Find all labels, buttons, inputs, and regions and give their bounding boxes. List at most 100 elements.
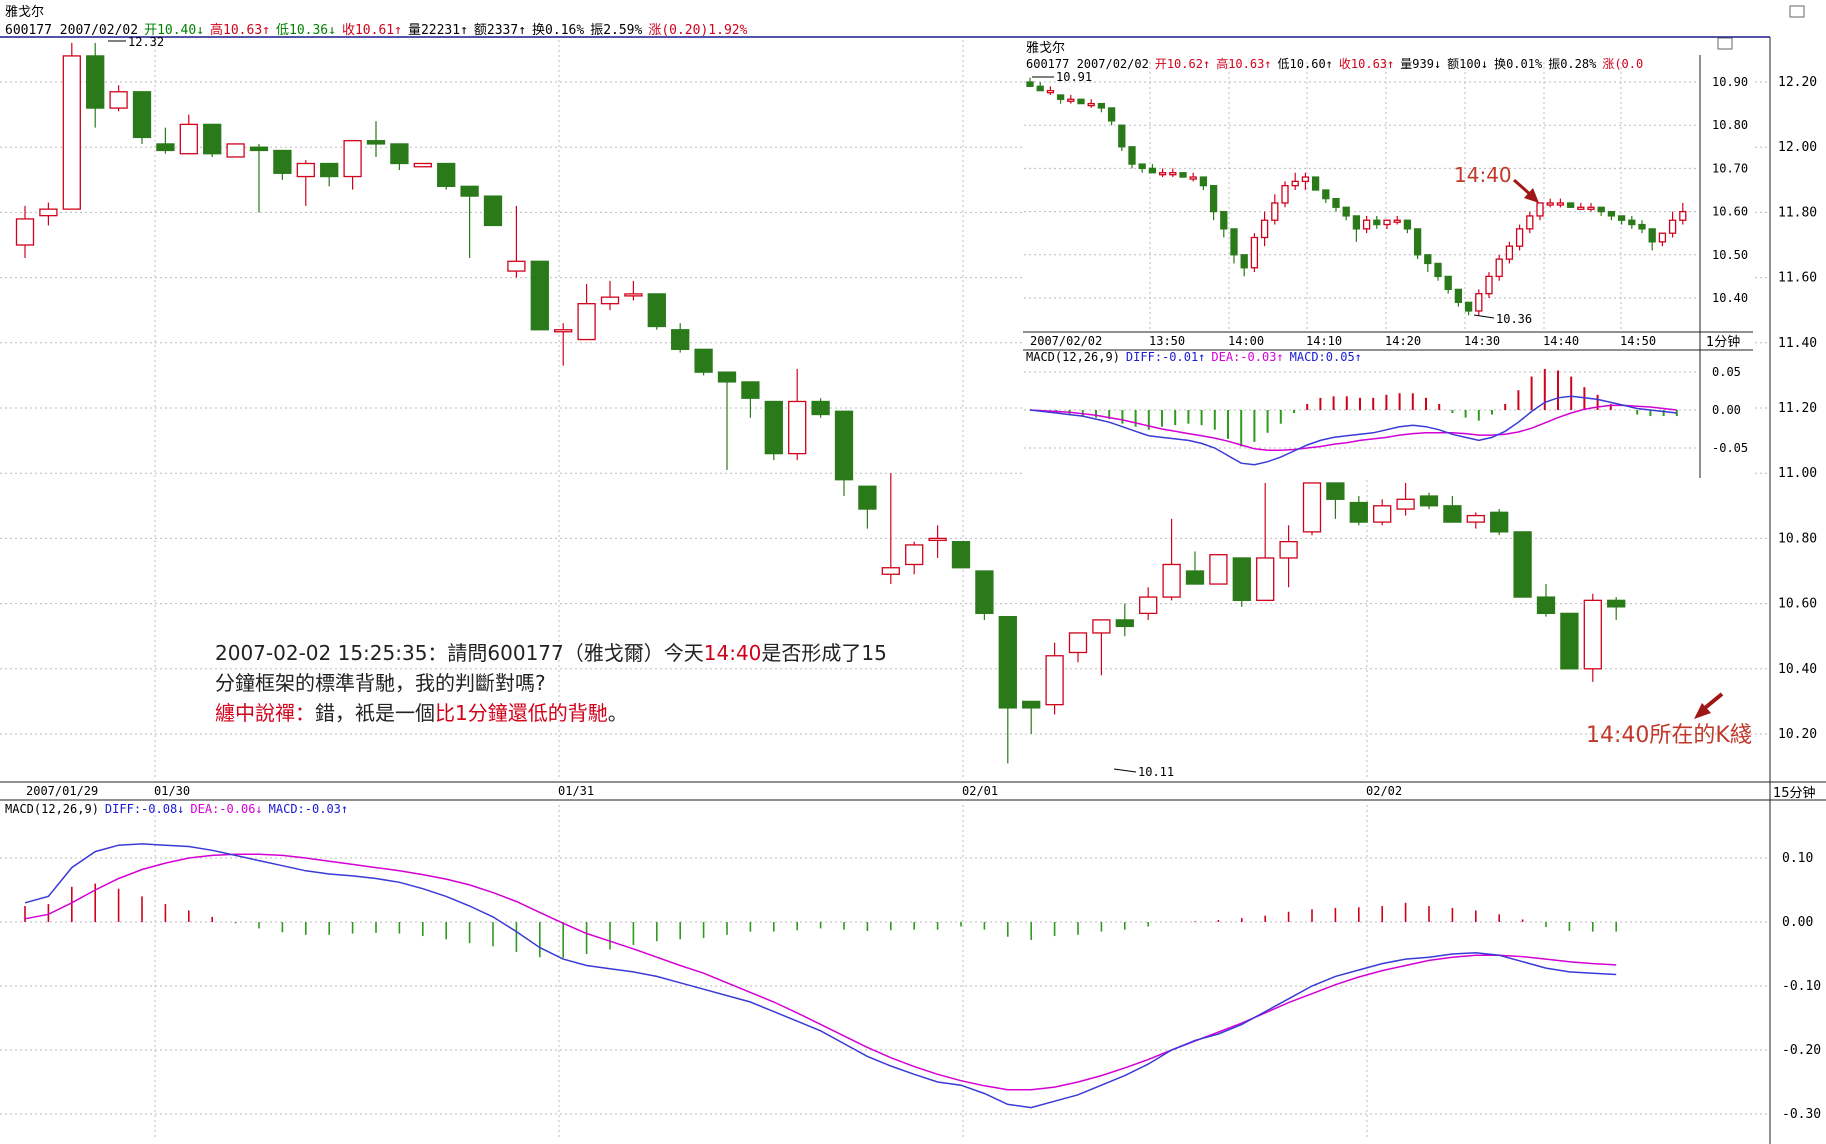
candle-body	[132, 91, 152, 139]
axis-tick-label: 0.00	[1782, 915, 1813, 930]
inset-annotation-arrowhead	[1524, 188, 1539, 203]
candle-body	[1566, 202, 1575, 208]
note-line-1: 2007-02-02 15:25:35：請問600177（雅戈爾）今天14:40…	[215, 638, 887, 668]
candle-body	[1383, 219, 1391, 226]
inset-macd-indicator: 0.05 0.00 -0.05	[1024, 365, 1748, 466]
candle-body	[1352, 215, 1361, 230]
inset-price-axis: 10.90 10.80 10.70 10.60 10.50 10.40	[1712, 75, 1748, 305]
inset-xlabel-3: 14:10	[1306, 334, 1342, 348]
candle-body	[1279, 541, 1298, 559]
inset-window-icon[interactable]	[1717, 37, 1733, 50]
inset-header: 600177 2007/02/02 开10.62↑ 高10.63↑ 低10.60↑ 收1…	[1026, 55, 1649, 72]
candle-body	[437, 162, 456, 187]
candle-body	[1260, 219, 1269, 239]
macd-grid	[0, 805, 1768, 1140]
candle-body	[811, 400, 830, 416]
axis-tick-label: -0.10	[1782, 979, 1821, 994]
axis-tick-label: 10.70	[1712, 161, 1748, 175]
candle-body	[1092, 619, 1111, 634]
main-annotation: 14:40所在的K綫	[1586, 723, 1752, 748]
axis-tick-label: 10.20	[1778, 727, 1817, 742]
note-line-1c: 是否形成了15	[761, 641, 887, 665]
candle-body	[156, 143, 175, 152]
candle-body	[1443, 505, 1462, 523]
candle-body	[717, 371, 737, 383]
macd-lines	[24, 843, 1617, 1109]
candle-body	[1077, 98, 1085, 105]
inset-title: 雅戈尔	[1026, 41, 1065, 56]
candle-body	[1560, 612, 1579, 670]
candle-body	[1648, 228, 1656, 243]
candle-body	[1373, 505, 1392, 523]
candle-body	[1536, 202, 1544, 217]
candle-body	[1413, 228, 1422, 256]
macd-header: MACD(12,26,9) DIFF:-0.08↓ DEA:-0.06↓ MACD:-…	[5, 802, 354, 816]
inset-annotation: 14:40	[1454, 163, 1512, 187]
candle-body	[1326, 482, 1345, 500]
candle-body	[460, 185, 479, 197]
main-high-marker: 12.32	[128, 35, 164, 49]
candle-body	[1577, 206, 1585, 210]
axis-tick-label: 10.80	[1778, 531, 1817, 546]
candle-body	[530, 260, 549, 331]
axis-tick-label: -0.20	[1782, 1043, 1821, 1058]
inset-close: 收10.63↑	[1338, 57, 1395, 71]
candle-body	[858, 485, 877, 510]
candle-body	[975, 570, 994, 615]
candle-body	[1026, 81, 1034, 87]
candle-body	[1199, 176, 1208, 187]
candle-body	[998, 615, 1017, 709]
axis-tick-label: 10.90	[1712, 75, 1748, 89]
main-window-icon[interactable]	[1789, 5, 1805, 18]
candle-body	[1169, 172, 1177, 176]
candle-body	[1230, 228, 1238, 256]
axis-tick-label: 10.60	[1712, 205, 1748, 219]
candle-body	[1158, 172, 1167, 176]
candle-body	[1505, 245, 1514, 260]
candle-body	[1087, 102, 1095, 107]
candle-body	[1046, 89, 1055, 94]
main-low: 低10.36↓	[276, 23, 336, 38]
candle-body	[390, 143, 409, 165]
candle-body	[1679, 210, 1687, 221]
macd-diff: DIFF:-0.08↓	[104, 802, 185, 816]
inset-amplitude: 振0.28%	[1548, 57, 1597, 71]
candle-body	[1036, 85, 1044, 92]
macd-axis: 0.10 0.00 -0.10 -0.20 -0.30	[1782, 851, 1821, 1122]
main-amount: 额2337↑	[473, 23, 527, 38]
diff-line	[24, 843, 1617, 1109]
candle-body	[1220, 210, 1228, 230]
candle-body	[1139, 596, 1158, 615]
inset-period-label: 1分钟	[1706, 334, 1740, 350]
candle-body	[15, 218, 35, 246]
macd-label: MACD(12,26,9)	[5, 802, 99, 816]
candle-body	[1628, 219, 1636, 226]
candle-body	[62, 55, 81, 210]
candle-body	[905, 544, 924, 566]
main-title: 雅戈尔	[5, 5, 44, 20]
candle-body	[1097, 102, 1106, 109]
candle-body	[1256, 557, 1275, 601]
inset-code-date: 600177 2007/02/02	[1026, 57, 1149, 71]
candle-body	[483, 195, 503, 227]
note-line-1-time: 14:40	[703, 641, 762, 665]
main-volume: 量22231↑	[407, 23, 468, 38]
candle-body	[1128, 146, 1136, 165]
candle-body	[1232, 557, 1251, 601]
main-price-axis: 12.20 12.00 11.80 11.60 11.40 11.20 11.00 10.80…	[1778, 75, 1817, 742]
inset-open: 开10.62↑	[1154, 57, 1211, 71]
main-xlabel-2: 01/31	[558, 784, 594, 798]
candle-body	[39, 208, 58, 217]
candle-body	[1475, 293, 1483, 312]
inset-high: 高10.63↑	[1216, 57, 1272, 71]
note-line-2: 分鐘框架的標準背馳，我的判斷對嗎?	[215, 671, 546, 695]
main-turnover: 换0.16%	[532, 23, 585, 38]
candle-body	[1513, 531, 1532, 598]
note-line-3: 纏中說禪：錯，衹是一個比1分鐘還低的背馳。	[215, 698, 887, 728]
main-xlabel-3: 02/01	[962, 784, 998, 798]
candle-body	[507, 260, 526, 272]
axis-tick-label: 11.00	[1778, 466, 1817, 481]
candle-body	[1067, 98, 1075, 102]
dea-line	[24, 853, 1617, 1091]
